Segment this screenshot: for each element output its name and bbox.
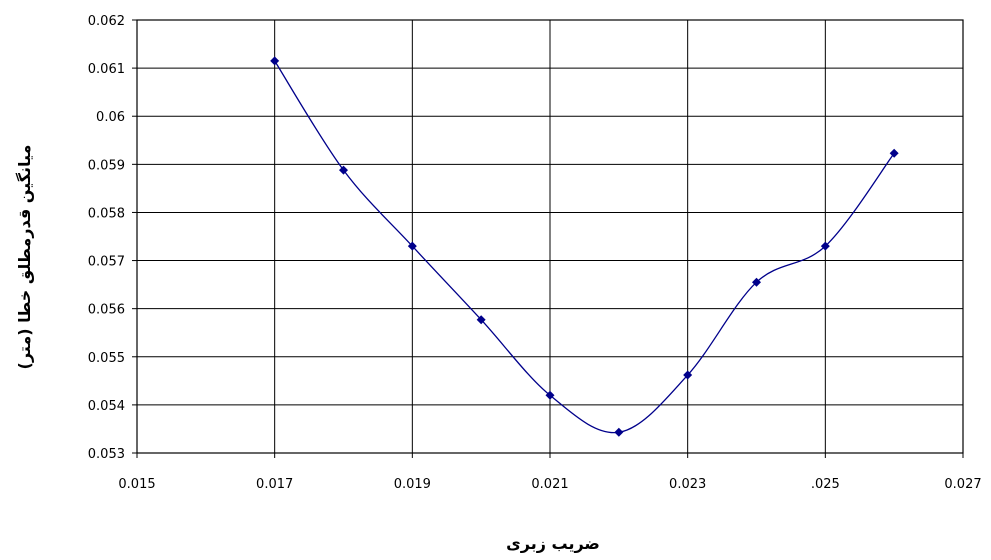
series-line (274, 60, 895, 434)
data-point-marker (476, 315, 486, 325)
y-tick-label: 0.06 (96, 110, 125, 125)
data-point-marker (752, 277, 761, 287)
data-point-marker (889, 148, 899, 158)
x-tick-label: 0.021 (531, 477, 568, 492)
data-point-marker (270, 56, 280, 66)
x-axis-label: ضریب زبری (506, 534, 600, 553)
y-tick-label: 0.059 (88, 158, 125, 173)
data-point-marker (545, 390, 555, 400)
y-tick-label: 0.061 (88, 62, 125, 77)
y-axis-ticks: 0.053 0.054 0.055 0.056 0.057 0.058 0.059 0.06 0… (88, 14, 137, 462)
series-group (270, 56, 899, 437)
data-point-marker (407, 241, 417, 251)
y-tick-label: 0.054 (88, 399, 125, 414)
x-tick-label: 0.015 (118, 477, 155, 492)
x-axis-ticks: 0.015 0.017 0.019 0.021 0.023 .025 0.027 (118, 453, 982, 492)
data-point-marker (339, 165, 348, 175)
x-tick-label: .025 (811, 477, 840, 492)
x-tick-label: 0.023 (669, 477, 706, 492)
data-point-marker (614, 427, 624, 437)
y-tick-label: 0.062 (88, 14, 125, 29)
y-tick-label: 0.055 (88, 351, 125, 366)
y-tick-label: 0.053 (88, 447, 125, 462)
data-point-marker (683, 370, 693, 380)
data-point-marker (820, 241, 830, 251)
y-tick-label: 0.057 (88, 255, 125, 270)
y-axis-label: میانگین قدرمطلق خطا (متر) (15, 145, 34, 370)
x-tick-label: 0.019 (394, 477, 431, 492)
y-tick-label: 0.058 (88, 206, 125, 221)
x-tick-label: 0.017 (256, 477, 293, 492)
x-tick-label: 0.027 (944, 477, 981, 492)
y-tick-label: 0.056 (88, 303, 125, 318)
